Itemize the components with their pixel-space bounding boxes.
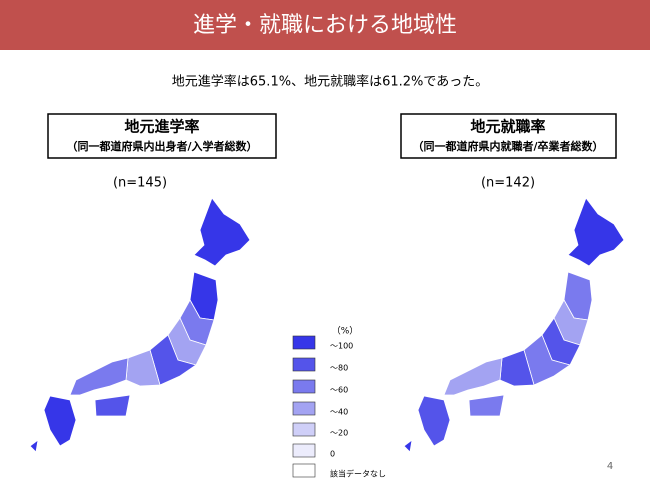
legend-label: 0	[330, 450, 335, 459]
page-number: 4	[607, 461, 613, 472]
japan-map	[29, 197, 251, 453]
legend-swatch	[292, 357, 316, 372]
legend: （%） ～100 ～80 ～60 ～40 ～20 0 該当データなし	[292, 326, 386, 479]
japan-map	[403, 197, 625, 453]
legend-swatch	[292, 379, 316, 394]
map-subtitle: （同一都道府県内出身者/入学者総数）	[66, 139, 257, 153]
header-title: 進学・就職における地域性	[193, 13, 457, 38]
legend-swatch	[292, 422, 316, 437]
legend-swatch	[292, 443, 316, 458]
summary: 地元進学率は65.1%、地元就職率は61.2%であった。	[172, 74, 488, 90]
map-title-box	[400, 113, 617, 159]
map-title-box	[47, 113, 277, 159]
legend-label: ～100	[330, 342, 353, 351]
legend-label: ～40	[330, 408, 348, 417]
map-n: (n=142)	[481, 176, 535, 191]
legend-swatch	[292, 335, 316, 350]
legend-label: ～20	[330, 429, 348, 438]
legend-swatch	[292, 463, 316, 478]
map-title: 地元進学率	[124, 118, 199, 136]
map-n: (n=145)	[113, 176, 167, 191]
map-title: 地元就職率	[470, 118, 545, 136]
legend-label: 該当データなし	[330, 469, 386, 479]
legend-label: ～80	[330, 364, 348, 373]
map-subtitle: （同一都道府県内就職者/卒業者総数）	[412, 139, 603, 153]
legend-unit: （%）	[332, 326, 359, 337]
legend-label: ～60	[330, 386, 348, 395]
legend-swatch	[292, 401, 316, 416]
header-band	[0, 0, 650, 50]
